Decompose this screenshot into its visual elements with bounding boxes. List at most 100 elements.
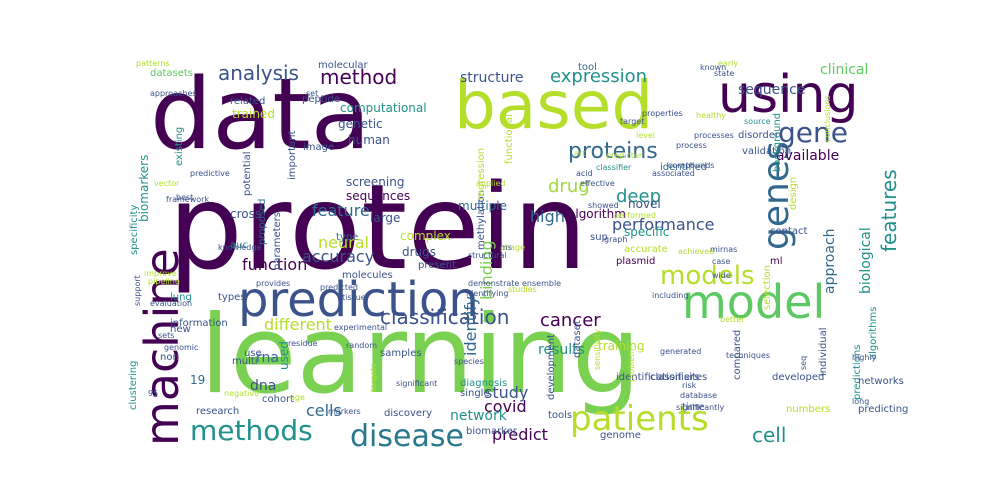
word-predictions: predictions (852, 345, 863, 400)
word-acid: acid (576, 169, 593, 178)
word-accuracy: accuracy (302, 247, 374, 266)
word-lung: lung (170, 292, 192, 303)
word-cohort: cohort (262, 394, 294, 405)
word-sensitivity: sensitivity (593, 329, 602, 370)
word-disease: disease (350, 419, 464, 454)
word-genome: genome (600, 430, 641, 441)
word-study: study (484, 383, 528, 402)
word-trained: trained (232, 107, 275, 121)
word-contact: contact (770, 226, 808, 237)
word-prediction: prediction (238, 272, 479, 328)
word-problem: problem (627, 349, 636, 382)
word-important: important (287, 131, 298, 180)
word-classification: classification (380, 305, 509, 329)
word-multiple: multiple (458, 199, 507, 213)
word-parameters: parameters (272, 212, 283, 270)
word-available: available (776, 148, 839, 164)
word-sequences: sequences (346, 189, 410, 203)
word-discovery: discovery (384, 408, 432, 419)
word-significant: significant (396, 379, 437, 388)
word-performance: performance (612, 215, 714, 234)
word-different: different (264, 315, 332, 334)
word-ensemble: ensemble (522, 279, 561, 288)
word-biomarker: biomarker (466, 426, 518, 437)
word-risk: risk (682, 381, 697, 390)
word-markers: markers (328, 407, 361, 416)
word-including: including (652, 291, 688, 300)
word-known: known (700, 63, 726, 72)
word-identified: identified (660, 162, 707, 173)
word-using: using (718, 65, 858, 125)
word-compounds: compounds (668, 161, 714, 170)
word-numbers: numbers (786, 404, 830, 415)
word-experimental: experimental (334, 323, 387, 332)
word-plasmid: plasmid (616, 256, 655, 267)
word-algorithms: algorithms (868, 307, 879, 360)
word-new: new (170, 324, 191, 335)
word-novel: novel (628, 197, 661, 211)
word-highly: highly (852, 353, 877, 362)
word-ms: ms (500, 243, 512, 252)
word-mirnas: mirnas (710, 245, 737, 254)
word-vector: vector (154, 179, 180, 188)
word-binding: binding (477, 240, 496, 300)
word-analysis: analysis (218, 61, 299, 85)
word-feature: feature (312, 201, 370, 220)
word-process: process (676, 141, 707, 150)
word-computational: computational (340, 101, 427, 115)
word-studies: studies (508, 285, 537, 294)
word-tools: tools (548, 410, 572, 421)
word-case: case (712, 257, 730, 266)
word-genomic: genomic (164, 343, 198, 352)
word-provides: provides (256, 279, 290, 288)
word-research: research (196, 406, 239, 417)
word-best: best (176, 193, 193, 202)
word-tool: tool (578, 62, 597, 73)
word-healthy: healthy (696, 111, 726, 120)
word-cells: cells (306, 401, 342, 420)
word-based: based (454, 67, 653, 144)
word-samples: samples (380, 348, 422, 359)
word-species: species (454, 357, 484, 366)
word-potential: potential (242, 152, 253, 196)
word-compared: compared (732, 330, 743, 380)
word-data: data (150, 58, 371, 172)
word-processes: processes (694, 131, 734, 140)
word-ml: ml (770, 256, 783, 267)
word-methylation: methylation (476, 190, 487, 250)
word-multi: multi (232, 356, 258, 367)
word-framework: framework (166, 195, 209, 204)
word-biomarkers: biomarkers (137, 155, 151, 222)
word-regression: regression (476, 148, 487, 200)
word-better: better (720, 315, 745, 324)
word-cancer: cancer (540, 310, 601, 331)
word-techniques: techniques (726, 351, 770, 360)
word-dataset: dataset (572, 320, 583, 358)
word-associated: associated (652, 169, 695, 178)
word-improve: improve (144, 269, 177, 278)
word-support: support (133, 275, 142, 306)
word-background: background (772, 113, 783, 172)
word-neural: neural (318, 233, 369, 252)
word-molecular: molecular (318, 60, 369, 71)
word-development: development (546, 334, 557, 400)
word-random: random (346, 341, 377, 350)
word-human: human (348, 133, 390, 147)
word-models: models (660, 261, 755, 291)
word-graph: graph (604, 235, 627, 244)
word-accurate: accurate (624, 244, 668, 255)
word-knowledge: knowledge (218, 243, 261, 252)
word-patients: patients (570, 399, 709, 439)
word-conclusions: conclusions (823, 95, 832, 142)
word-performed: performed (614, 211, 656, 220)
word-drug: drug (548, 176, 590, 197)
word-clinical: clinical (820, 62, 868, 78)
word-classifiers: classifiers (650, 372, 699, 383)
word-identifying: identifying (466, 289, 508, 298)
word-deep: deep (616, 186, 661, 207)
word-features: features (877, 169, 901, 252)
word-type: type (336, 232, 358, 243)
word-predict: predict (492, 425, 548, 444)
word-age: age (290, 393, 305, 402)
